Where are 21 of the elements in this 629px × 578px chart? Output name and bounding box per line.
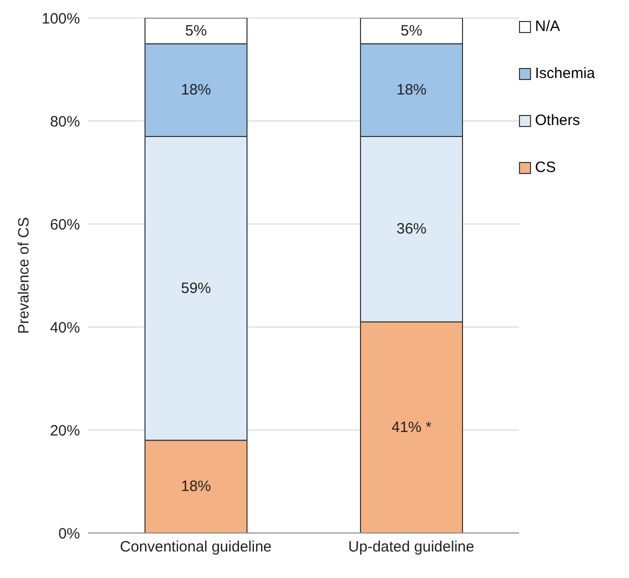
- data-label: 18%: [180, 478, 212, 496]
- y-tick-label: 20%: [50, 422, 80, 440]
- data-label: 41% *: [391, 418, 432, 436]
- data-label: 36%: [396, 220, 427, 238]
- y-tick-label: 0%: [58, 525, 80, 542]
- y-tick-label: 100%: [42, 10, 80, 28]
- y-axis-title: Prevalence of CS: [15, 217, 32, 334]
- x-tick-label: Up-dated guideline: [348, 538, 474, 556]
- legend-label: CS: [535, 159, 556, 176]
- data-label: 59%: [180, 280, 212, 297]
- y-tick-label: 80%: [50, 113, 80, 130]
- data-label: 5%: [185, 22, 207, 40]
- y-tick-label: 40%: [50, 319, 80, 336]
- data-label: 18%: [396, 82, 427, 99]
- data-label: 5%: [400, 22, 422, 40]
- legend-label: Others: [535, 112, 580, 129]
- legend-label: Ischemia: [535, 65, 596, 82]
- x-tick-label: Conventional guideline: [120, 538, 272, 556]
- legend-label: N/A: [535, 18, 560, 35]
- data-label: 18%: [180, 82, 212, 99]
- y-tick-label: 60%: [50, 216, 80, 234]
